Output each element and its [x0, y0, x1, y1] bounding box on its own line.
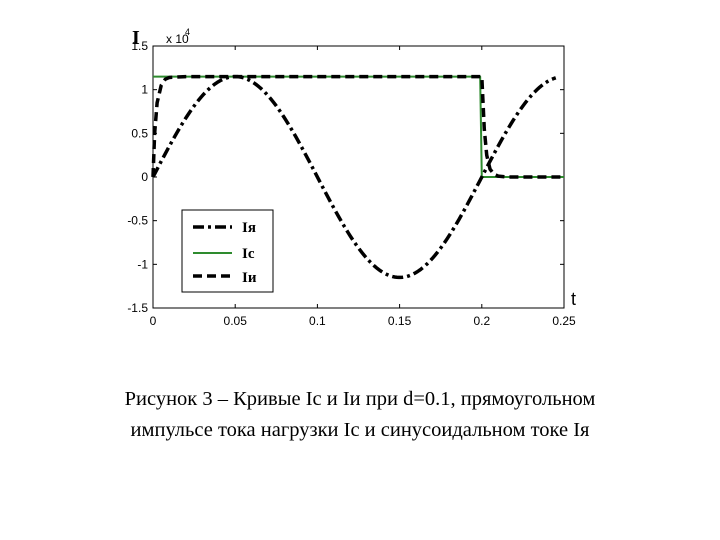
y-tick-label: 1.5	[131, 39, 148, 53]
legend-label-ii: Iи	[242, 270, 257, 286]
legend-box	[181, 209, 274, 293]
series-line-ii	[151, 74, 564, 179]
x-tick-label: 0.2	[473, 314, 490, 328]
caption-line-1: Рисунок 3 – Кривые Iс и Iи при d=0.1, пр…	[124, 388, 596, 410]
y-tick-label: -0.5	[127, 214, 148, 228]
y-multiplier-exponent: 4	[185, 27, 190, 37]
y-axis-label: I	[132, 27, 140, 49]
x-tick-label: 0	[150, 314, 157, 328]
y-tick-label: 0.5	[131, 126, 148, 140]
x-tick-label: 0.1	[309, 314, 326, 328]
y-tick-label: 0	[141, 170, 148, 184]
y-tick-labels: 1.5 1 0.5 0 -0.5 -1 -1.5	[127, 39, 148, 315]
x-tick-labels: 0 0.05 0.1 0.15 0.2 0.25	[150, 314, 576, 328]
y-tick-label: 1	[141, 83, 148, 97]
y-multiplier: x 10	[166, 32, 189, 46]
y-tick-label: -1.5	[127, 301, 148, 315]
y-tick-label: -1	[137, 257, 148, 271]
x-tick-label: 0.15	[388, 314, 412, 328]
caption-line-2: импульсе тока нагрузки Iс и синусоидальн…	[130, 419, 590, 441]
legend-label-ia: Iя	[242, 220, 256, 236]
legend: Iя Iс Iи	[181, 209, 274, 293]
series-lines	[151, 74, 564, 280]
figure-caption: Рисунок 3 – Кривые Iс и Iи при d=0.1, пр…	[40, 384, 680, 446]
x-tick-label: 0.05	[224, 314, 248, 328]
x-tick-label: 0.25	[552, 314, 576, 328]
x-axis-label: t	[571, 289, 576, 309]
tick-marks	[152, 45, 565, 309]
legend-label-ic: Iс	[242, 246, 255, 262]
